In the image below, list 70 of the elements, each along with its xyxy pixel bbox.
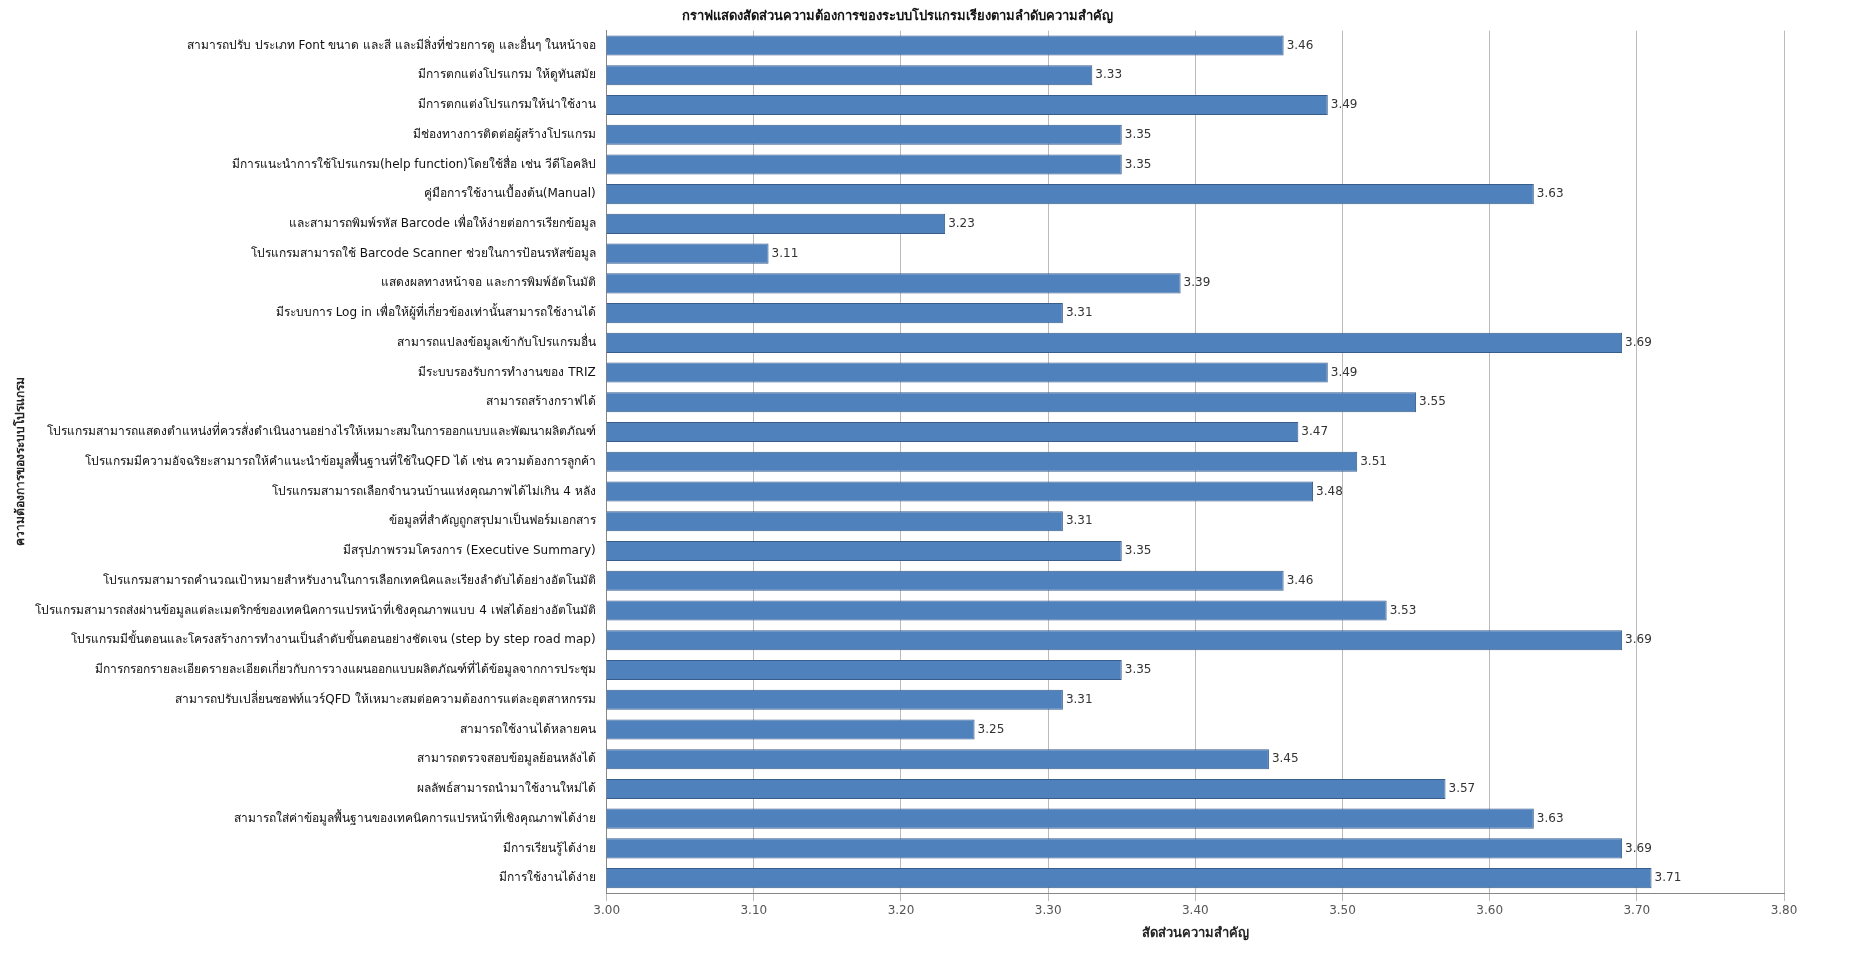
y-axis-title: ความต้องการของระบบโปรแกรม [12, 377, 28, 547]
x-tick-label: 3.00 [593, 903, 621, 918]
data-label: 3.31 [1065, 691, 1093, 706]
data-label: 3.23 [948, 216, 975, 231]
x-tick-label: 3.10 [740, 903, 768, 918]
data-label: 3.49 [1330, 97, 1358, 112]
y-tick-label: มีสรุปภาพรวมโครงการ (Executive Summary) [343, 543, 596, 559]
data-label: 3.35 [1124, 126, 1152, 141]
data-label: 3.63 [1536, 186, 1564, 201]
data-label: 3.33 [1095, 67, 1123, 82]
y-tick-label: มีการเรียนรู้ได้ง่าย [502, 840, 596, 856]
chart-title: กราฟแสดงสัดส่วนความต้องการของระบบโปรแกรมเรียงตามลำดับความสำคัญ [681, 7, 1113, 25]
y-tick-label: ข้อมูลที่สำคัญถูกสรุปมาเป็นฟอร์มเอกสาร [388, 511, 597, 529]
y-tick-label: สามารถสร้างกราฟได้ [485, 394, 596, 409]
data-label: 3.39 [1183, 275, 1211, 290]
data-label: 3.35 [1124, 543, 1152, 558]
y-tick-label: และสามารถพิมพ์รหัส Barcode เพื่อให้ง่ายต่อการเรียกข้อมูล [288, 214, 596, 232]
y-tick-label: โปรแกรมสามารถส่งผ่านข้อมูลแต่ละเมตริกซ์ของเทคนิคการแปรหน้าที่เชิงคุณภาพแบบ 4 เฟสได้อย่างอัตโนมัติ [35, 600, 596, 618]
data-label: 3.35 [1124, 156, 1152, 171]
y-tick-label: มีช่องทางการติดต่อผู้สร้างโปรแกรม [412, 126, 596, 142]
y-tick-label: โปรแกรมสามารถใช้ Barcode Scanner ช่วยในการป้อนรหัสข้อมูล [250, 245, 596, 261]
y-tick-label: มีการแนะนำการใช้โปรแกรม(help function)โดยใช้สื่อ เช่น วีดีโอคลิป [231, 154, 596, 171]
y-tick-label: ผลลัพธ์สามารถนำมาใช้งานใหม่ได้ [416, 781, 596, 796]
data-label: 3.57 [1448, 781, 1476, 796]
data-label: 3.47 [1301, 424, 1329, 439]
y-tick-label: สามารถใส่ค่าข้อมูลพื้นฐานของเทคนิคการแปรหน้าที่เชิงคุณภาพได้ง่าย [233, 808, 596, 826]
data-label: 3.46 [1286, 572, 1314, 587]
data-label: 3.45 [1271, 751, 1299, 766]
y-tick-label: คู่มือการใช้งานเบื้องต้น(Manual) [423, 184, 596, 202]
data-label: 3.63 [1536, 810, 1564, 825]
data-label: 3.48 [1316, 483, 1343, 498]
data-label: 3.69 [1625, 632, 1652, 647]
y-tick-label: สามารถปรับ ประเภท Font ขนาด และสี และมีสิ่งที่ช่วยการดู และอื่นๆ ในหน้าจอ [186, 35, 596, 53]
x-tick-label: 3.50 [1329, 903, 1356, 918]
y-tick-label: โปรแกรมสามารถแสดงตำแหน่งที่ควรสั่งดำเนินงานอย่างไรให้เหมาะสมในการออกแบบและพัฒนาผลิตภัณฑ์ [46, 422, 596, 439]
data-label: 3.55 [1419, 394, 1446, 409]
x-axis-title: สัดส่วนความสำคัญ [1141, 924, 1249, 941]
y-tick-label: สามารถแปลงข้อมูลเข้ากับโปรแกรมอื่น [396, 332, 596, 350]
data-label: 3.11 [771, 245, 799, 260]
y-tick-label: สามารถปรับเปลี่ยนซอฟท์แวร์QFD ให้เหมาะสมต่อความต้องการแต่ละอุตสาหกรรม [175, 689, 596, 707]
y-tick-label: โปรแกรมมีความอัจฉริยะสามารถให้คำแนะนำข้อมูลพื้นฐานที่ใช้ในQFD ได้ เช่น ความต้องการลูกค้า [84, 451, 596, 469]
y-tick-label: มีระบบรองรับการทำงานของ TRIZ [418, 364, 596, 379]
y-tick-label: มีการตกแต่งโปรแกรม ให้ดูทันสมัย [417, 67, 596, 83]
data-label: 3.31 [1065, 513, 1093, 528]
data-label: 3.35 [1124, 662, 1152, 677]
data-label: 3.31 [1065, 305, 1093, 320]
x-tick-label: 3.30 [1034, 903, 1062, 918]
data-label: 3.69 [1625, 840, 1652, 855]
data-label: 3.51 [1360, 453, 1387, 468]
y-tick-label: โปรแกรมสามารถเลือกจำนวนบ้านแห่งคุณภาพได้ไม่เกิน 4 หลัง [272, 483, 596, 499]
x-tick-label: 3.80 [1770, 903, 1798, 918]
data-label: 3.49 [1330, 364, 1358, 379]
y-tick-label: สามารถใช้งานได้หลายคน [459, 721, 596, 736]
x-tick-label: 3.40 [1181, 903, 1209, 918]
data-label: 3.46 [1286, 37, 1314, 52]
data-label: 3.71 [1654, 870, 1682, 885]
x-tick-label: 3.20 [887, 903, 915, 918]
data-label: 3.25 [977, 721, 1005, 736]
y-tick-label: สามารถตรวจสอบข้อมูลย้อนหลังได้ [416, 751, 596, 767]
y-tick-label: มีการตกแต่งโปรแกรมให้น่าใช้งาน [417, 97, 596, 112]
y-tick-label: มีการกรอกรายละเอียดรายละเอียดเกี่ยวกับการวางแผนออกแบบผลิตภัณฑ์ที่ได้ข้อมูลจากการประชุม [94, 660, 596, 678]
y-tick-label: โปรแกรมมีขั้นตอนและโครงสร้างการทำงานเป็นลำดับขั้นตอนอย่างชัดเจน (step by step road map) [70, 630, 596, 647]
data-label: 3.53 [1389, 602, 1417, 617]
x-tick-label: 3.70 [1623, 903, 1651, 918]
data-label: 3.69 [1625, 334, 1652, 349]
y-tick-label: มีการใช้งานได้ง่าย [498, 870, 596, 885]
x-tick-label: 3.60 [1476, 903, 1504, 918]
y-tick-label: แสดงผลทางหน้าจอ และการพิมพ์อัตโนมัติ [380, 275, 596, 290]
y-tick-label: มีระบบการ Log in เพื่อให้ผู้ที่เกี่ยวข้องเท่านั้นสามารถใช้งานได้ [275, 303, 596, 321]
y-tick-label: โปรแกรมสามารถคำนวณเป้าหมายสำหรับงานในการเลือกเทคนิคและเรียงลำดับได้อย่างอัตโนมัติ [102, 572, 596, 587]
